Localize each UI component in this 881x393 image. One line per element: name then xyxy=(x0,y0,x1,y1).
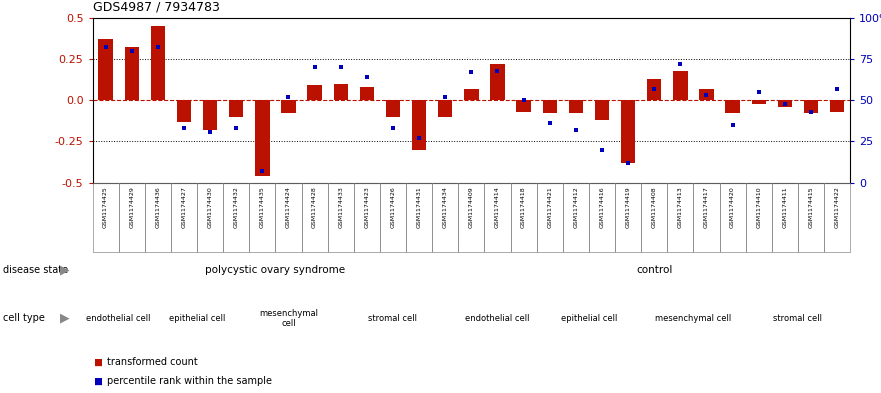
Text: GSM1174414: GSM1174414 xyxy=(495,186,500,228)
Bar xyxy=(281,100,296,114)
Text: ■: ■ xyxy=(95,375,102,388)
Text: control: control xyxy=(636,265,672,275)
Bar xyxy=(803,100,818,114)
Bar xyxy=(359,87,374,100)
Bar xyxy=(595,100,609,120)
Bar xyxy=(830,100,844,112)
Bar xyxy=(464,89,478,100)
Text: GSM1174420: GSM1174420 xyxy=(730,186,735,228)
Text: GSM1174427: GSM1174427 xyxy=(181,186,187,228)
Bar xyxy=(99,39,113,100)
Text: GSM1174418: GSM1174418 xyxy=(521,186,526,228)
Bar xyxy=(490,64,505,100)
Text: GSM1174417: GSM1174417 xyxy=(704,186,709,228)
Text: disease state: disease state xyxy=(3,265,68,275)
Text: GSM1174416: GSM1174416 xyxy=(599,186,604,228)
Text: GSM1174430: GSM1174430 xyxy=(208,186,212,228)
Bar xyxy=(177,100,191,122)
Text: epithelial cell: epithelial cell xyxy=(560,314,617,323)
Text: GSM1174435: GSM1174435 xyxy=(260,186,265,228)
Text: GSM1174424: GSM1174424 xyxy=(286,186,291,228)
Text: GSM1174413: GSM1174413 xyxy=(677,186,683,228)
Bar xyxy=(751,100,766,103)
Text: percentile rank within the sample: percentile rank within the sample xyxy=(107,376,272,386)
Text: epithelial cell: epithelial cell xyxy=(169,314,226,323)
Bar xyxy=(334,84,348,100)
Bar xyxy=(307,85,322,100)
Text: GSM1174436: GSM1174436 xyxy=(155,186,160,228)
Bar xyxy=(124,48,139,100)
Bar xyxy=(229,100,243,117)
Bar xyxy=(386,100,400,117)
Text: endothelial cell: endothelial cell xyxy=(86,314,151,323)
Text: GSM1174411: GSM1174411 xyxy=(782,186,788,228)
Text: GSM1174431: GSM1174431 xyxy=(417,186,422,228)
Text: GSM1174425: GSM1174425 xyxy=(103,186,108,228)
Text: GSM1174408: GSM1174408 xyxy=(652,186,656,228)
Text: mesenchymal
cell: mesenchymal cell xyxy=(259,309,318,328)
Text: GSM1174432: GSM1174432 xyxy=(233,186,239,228)
Text: ■: ■ xyxy=(95,356,102,369)
Bar xyxy=(438,100,453,117)
Bar xyxy=(151,26,165,100)
Text: GSM1174423: GSM1174423 xyxy=(365,186,369,228)
Text: GDS4987 / 7934783: GDS4987 / 7934783 xyxy=(93,1,219,14)
Text: GSM1174429: GSM1174429 xyxy=(130,186,134,228)
Bar xyxy=(412,100,426,150)
Text: GSM1174412: GSM1174412 xyxy=(574,186,578,228)
Bar xyxy=(568,100,583,114)
Text: GSM1174419: GSM1174419 xyxy=(626,186,631,228)
Text: endothelial cell: endothelial cell xyxy=(465,314,529,323)
Text: ▶: ▶ xyxy=(60,312,69,325)
Text: polycystic ovary syndrome: polycystic ovary syndrome xyxy=(205,265,345,275)
Text: ▶: ▶ xyxy=(60,264,69,277)
Bar xyxy=(700,89,714,100)
Text: GSM1174409: GSM1174409 xyxy=(469,186,474,228)
Text: cell type: cell type xyxy=(3,313,45,323)
Bar xyxy=(673,70,687,100)
Text: GSM1174410: GSM1174410 xyxy=(756,186,761,228)
Bar xyxy=(516,100,530,112)
Text: GSM1174422: GSM1174422 xyxy=(834,186,840,228)
Text: GSM1174421: GSM1174421 xyxy=(547,186,552,228)
Bar xyxy=(203,100,218,130)
Bar xyxy=(543,100,557,114)
Text: GSM1174434: GSM1174434 xyxy=(443,186,448,228)
Bar xyxy=(621,100,635,163)
Text: GSM1174433: GSM1174433 xyxy=(338,186,344,228)
Bar xyxy=(255,100,270,176)
Bar xyxy=(725,100,740,114)
Bar xyxy=(647,79,662,100)
Text: stromal cell: stromal cell xyxy=(368,314,418,323)
Text: GSM1174428: GSM1174428 xyxy=(312,186,317,228)
Text: transformed count: transformed count xyxy=(107,357,198,367)
Text: GSM1174426: GSM1174426 xyxy=(390,186,396,228)
Text: GSM1174415: GSM1174415 xyxy=(809,186,813,228)
Text: mesenchymal cell: mesenchymal cell xyxy=(655,314,731,323)
Text: stromal cell: stromal cell xyxy=(774,314,822,323)
Bar xyxy=(778,100,792,107)
